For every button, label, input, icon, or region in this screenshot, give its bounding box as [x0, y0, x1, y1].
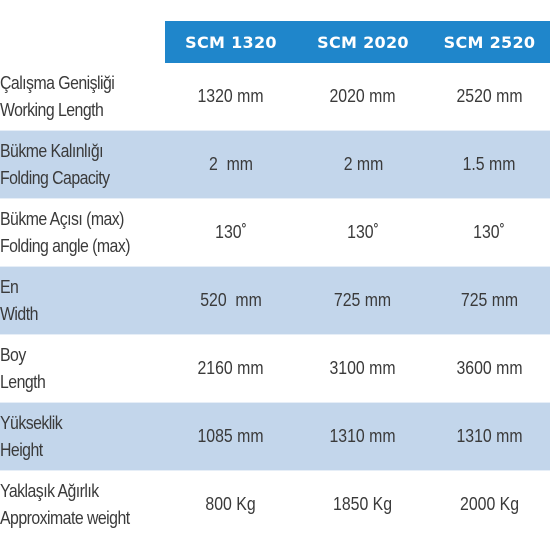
row-label-turkish: Boy — [0, 344, 26, 365]
table-cell: 1085 mm — [165, 403, 297, 470]
header-model-cells: SCM 1320 SCM 2020 SCM 2520 — [165, 21, 550, 63]
row-label-english: Folding angle (max) — [0, 235, 130, 256]
cell-value: 1.5 mm — [463, 154, 516, 174]
table-cell: 2520 mm — [429, 63, 550, 130]
table-cell: 130˚ — [429, 199, 550, 266]
table-cell: 2000 Kg — [429, 471, 550, 538]
row-label-english: Width — [0, 303, 38, 324]
cell-value: 2 mm — [208, 154, 253, 174]
cell-value: 3600 mm — [456, 358, 523, 378]
column-header-scm-2520: SCM 2520 — [443, 32, 536, 52]
row-label-turkish: Çalışma Genişliği — [0, 72, 115, 93]
cell-value: 1085 mm — [197, 426, 265, 446]
table-cell: 725 mm — [297, 267, 429, 334]
cell-value: 130˚ — [473, 222, 506, 242]
table-cell: 1.5 mm — [429, 131, 550, 198]
column-header-scm-1320: SCM 1320 — [185, 32, 277, 52]
cell-value: 2 mm — [343, 154, 383, 174]
cell-value: 1320 mm — [197, 86, 265, 106]
table-cell: 1850 Kg — [297, 471, 429, 538]
table-row-height: Yükseklik Height 1085 mm 1310 mm 1310 mm — [0, 402, 550, 470]
cell-value: 130˚ — [347, 222, 379, 242]
table-cell: 130˚ — [297, 199, 429, 266]
cell-value: 1310 mm — [329, 426, 397, 446]
table-cell: 2 mm — [165, 131, 297, 198]
table-row-folding-capacity: Bükme Kalınlığı Folding Capacity 2 mm 2 … — [0, 130, 550, 198]
row-label: Yaklaşık Ağırlık Approximate weight — [0, 471, 145, 538]
table-cell: 2020 mm — [297, 63, 429, 130]
cell-value: 1850 Kg — [333, 494, 393, 514]
table-row-length: Boy Length 2160 mm 3100 mm 3600 mm — [0, 334, 550, 402]
row-label-turkish: Yaklaşık Ağırlık — [0, 480, 99, 501]
row-label: En Width — [0, 267, 145, 334]
cell-value: 1310 mm — [456, 426, 523, 446]
row-label-english: Working Length — [0, 99, 104, 120]
row-label-turkish: Bükme Kalınlığı — [0, 140, 104, 161]
row-label: Yükseklik Height — [0, 403, 145, 470]
table-cell: 520 mm — [165, 267, 297, 334]
table-row-approximate-weight: Yaklaşık Ağırlık Approximate weight 800 … — [0, 470, 550, 538]
table-cell: 3600 mm — [429, 335, 550, 402]
table-cell: 2 mm — [297, 131, 429, 198]
row-label: Çalışma Genişliği Working Length — [0, 63, 145, 130]
column-header-scm-2020: SCM 2020 — [317, 32, 409, 52]
row-label-english: Length — [0, 371, 46, 392]
row-label-turkish: Yükseklik — [0, 412, 63, 433]
table-cell: 3100 mm — [297, 335, 429, 402]
table-cell: 800 Kg — [165, 471, 297, 538]
table-cell: 1310 mm — [297, 403, 429, 470]
row-label-english: Height — [0, 439, 43, 460]
table-row-folding-angle: Bükme Açısı (max) Folding angle (max) 13… — [0, 198, 550, 266]
row-label-turkish: Bükme Açısı (max) — [0, 208, 124, 229]
cell-value: 2160 mm — [197, 358, 265, 378]
row-label: Bükme Açısı (max) Folding angle (max) — [0, 199, 145, 266]
table-cell: 1320 mm — [165, 63, 297, 130]
spec-table: SCM 1320 SCM 2020 SCM 2520 Çalışma Geniş… — [0, 21, 550, 538]
table-cell: 1310 mm — [429, 403, 550, 470]
cell-value: 800 Kg — [205, 494, 257, 514]
cell-value: 2000 Kg — [459, 494, 520, 514]
table-row-width: En Width 520 mm 725 mm 725 mm — [0, 266, 550, 334]
row-label-turkish: En — [0, 276, 19, 297]
row-label-english: Approximate weight — [0, 507, 130, 528]
table-header-row: SCM 1320 SCM 2020 SCM 2520 — [0, 21, 550, 63]
table-cell: 725 mm — [429, 267, 550, 334]
cell-value: 520 mm — [200, 290, 262, 310]
table-row-working-length: Çalışma Genişliği Working Length 1320 mm… — [0, 63, 550, 130]
cell-value: 2520 mm — [456, 86, 523, 106]
row-label-english: Folding Capacity — [0, 167, 110, 188]
cell-value: 130˚ — [215, 222, 247, 242]
table-cell: 130˚ — [165, 199, 297, 266]
row-label: Boy Length — [0, 335, 145, 402]
cell-value: 3100 mm — [329, 358, 397, 378]
table-cell: 2160 mm — [165, 335, 297, 402]
header-blank-cell — [0, 21, 165, 63]
cell-value: 725 mm — [334, 290, 392, 310]
cell-value: 2020 mm — [329, 86, 397, 106]
cell-value: 725 mm — [460, 290, 519, 310]
row-label: Bükme Kalınlığı Folding Capacity — [0, 131, 145, 198]
